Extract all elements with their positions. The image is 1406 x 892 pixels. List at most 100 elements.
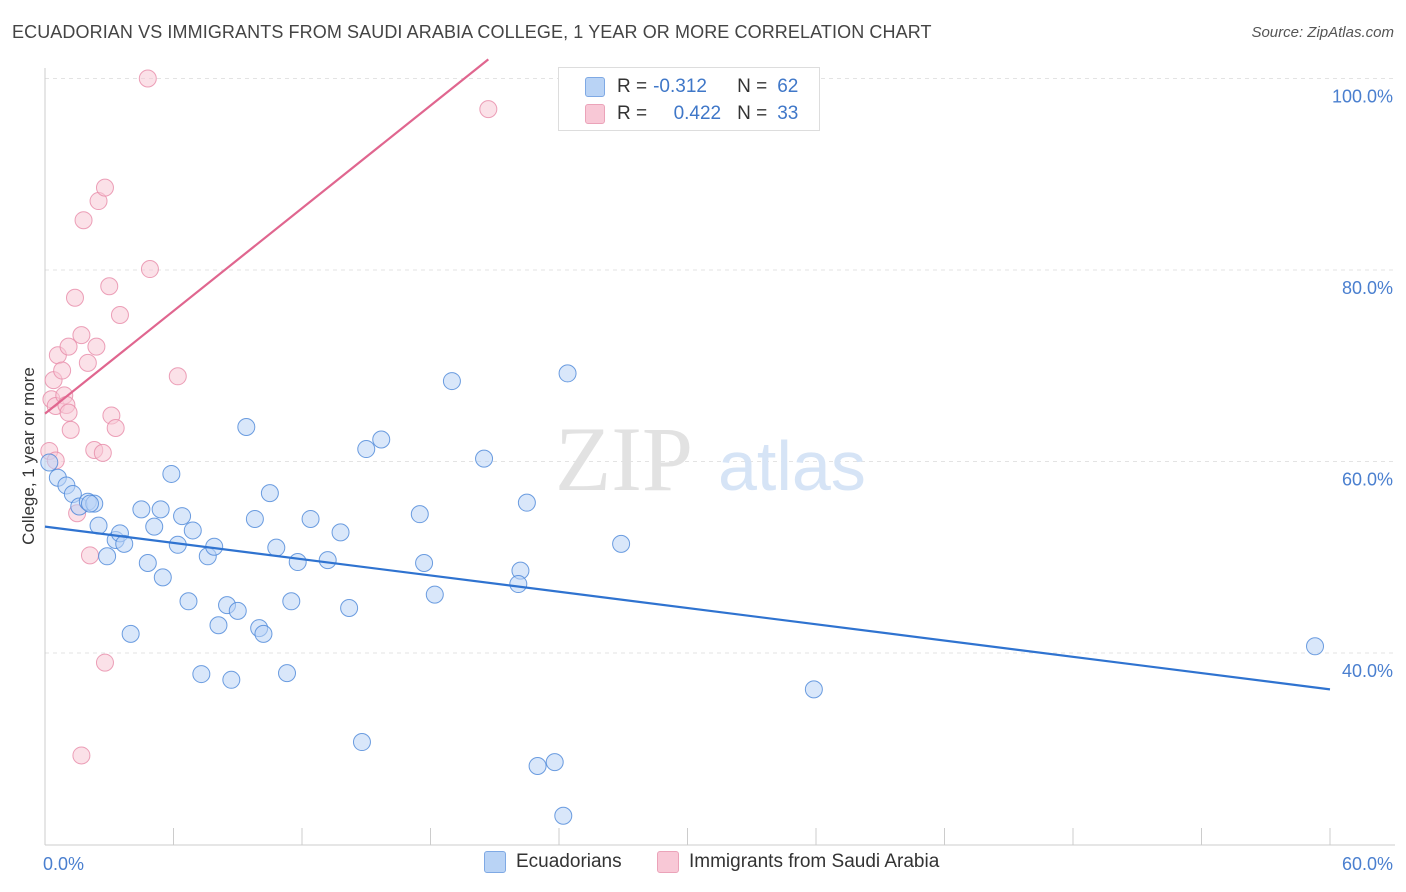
legend-row-ecuadorians: R = -0.312 N = 62 xyxy=(585,74,798,100)
y-tick-label: 40.0% xyxy=(1342,661,1393,681)
legend-n-label: N = xyxy=(737,103,768,124)
data-point-ecuadorian xyxy=(151,500,170,519)
data-point-ecuadorian xyxy=(80,494,99,513)
data-point-saudi xyxy=(65,288,84,307)
data-point-saudi xyxy=(59,403,78,422)
data-point-ecuadorian xyxy=(442,372,461,391)
data-point-saudi xyxy=(80,546,99,565)
data-point-saudi xyxy=(59,337,78,356)
data-point-saudi xyxy=(138,69,157,88)
data-point-saudi xyxy=(479,100,498,119)
x-tick-label: 60.0% xyxy=(1342,854,1393,874)
data-point-ecuadorian xyxy=(331,523,350,542)
tick-labels: 40.0% 60.0% 80.0% 100.0% 0.0% 60.0% xyxy=(43,87,1393,875)
data-point-ecuadorian xyxy=(554,806,573,825)
data-point-ecuadorian xyxy=(222,670,241,689)
series-ecuadorian-points xyxy=(40,364,1325,825)
data-point-saudi xyxy=(53,361,72,380)
data-point-saudi xyxy=(95,653,114,672)
data-point-ecuadorian xyxy=(173,507,192,526)
data-point-ecuadorian xyxy=(245,509,264,528)
data-point-ecuadorian xyxy=(260,484,279,503)
watermark-atlas: atlas xyxy=(718,427,866,505)
data-point-ecuadorian xyxy=(228,601,247,620)
data-point-saudi xyxy=(168,367,187,386)
data-point-ecuadorian xyxy=(162,464,181,483)
data-point-ecuadorian xyxy=(301,509,320,528)
y-tick-label: 60.0% xyxy=(1342,470,1393,490)
data-point-ecuadorian xyxy=(278,664,297,683)
bottom-legend-ecuadorians: Ecuadorians xyxy=(484,851,622,873)
legend-row-saudi: R = 0.422 N = 33 xyxy=(585,101,798,127)
x-tick-label: 0.0% xyxy=(43,854,84,874)
data-point-ecuadorian xyxy=(528,756,547,775)
data-point-ecuadorian xyxy=(372,430,391,449)
data-point-ecuadorian xyxy=(153,568,172,587)
data-point-ecuadorian xyxy=(282,592,301,611)
data-point-ecuadorian xyxy=(517,493,536,512)
bottom-legend-label: Immigrants from Saudi Arabia xyxy=(689,851,940,872)
data-point-saudi xyxy=(72,746,91,765)
data-point-ecuadorian xyxy=(183,521,202,540)
data-point-saudi xyxy=(72,326,91,345)
data-point-ecuadorian xyxy=(237,418,256,437)
data-point-ecuadorian xyxy=(254,624,273,643)
data-point-saudi xyxy=(100,277,119,296)
data-point-saudi xyxy=(95,178,114,197)
legend-r-label: R = xyxy=(617,76,648,97)
data-point-saudi xyxy=(140,260,159,279)
bottom-legend-swatch-blue xyxy=(484,851,506,873)
data-point-ecuadorian xyxy=(138,553,157,572)
data-point-ecuadorian xyxy=(209,616,228,635)
data-point-ecuadorian xyxy=(558,364,577,383)
data-point-ecuadorian xyxy=(145,517,164,536)
data-point-saudi xyxy=(110,306,129,325)
legend-n-value: 62 xyxy=(777,76,799,97)
data-point-saudi xyxy=(87,337,106,356)
data-point-saudi xyxy=(74,211,93,230)
data-point-ecuadorian xyxy=(804,680,823,699)
correlation-legend: R = -0.312 N = 62 R = 0.422 N = 33 xyxy=(558,67,820,131)
watermark: ZIP atlas xyxy=(555,408,866,510)
data-point-ecuadorian xyxy=(179,592,198,611)
data-point-ecuadorian xyxy=(132,500,151,519)
chart-title: ECUADORIAN VS IMMIGRANTS FROM SAUDI ARAB… xyxy=(12,22,932,42)
data-point-ecuadorian xyxy=(340,598,359,617)
y-tick-label: 80.0% xyxy=(1342,278,1393,298)
data-point-ecuadorian xyxy=(410,505,429,524)
data-point-saudi xyxy=(93,443,112,462)
data-point-ecuadorian xyxy=(425,585,444,604)
legend-n-label: N = xyxy=(737,76,768,97)
series-saudi-points xyxy=(40,69,498,765)
trend-line-saudi xyxy=(44,58,490,415)
trend-lines xyxy=(44,58,1331,691)
trend-line-ecuadorian xyxy=(44,525,1331,691)
data-point-ecuadorian xyxy=(318,551,337,570)
bottom-legend-swatch-pink xyxy=(657,851,679,873)
data-point-ecuadorian xyxy=(509,575,528,594)
data-point-saudi xyxy=(61,420,80,439)
data-point-ecuadorian xyxy=(352,733,371,752)
y-tick-label: 100.0% xyxy=(1332,87,1393,107)
data-point-saudi xyxy=(106,418,125,437)
legend-swatch-pink xyxy=(585,104,605,124)
data-point-ecuadorian xyxy=(192,665,211,684)
data-point-ecuadorian xyxy=(415,553,434,572)
watermark-zip: ZIP xyxy=(555,408,693,510)
legend-swatch-blue xyxy=(585,77,605,97)
y-axis-label: College, 1 year or more xyxy=(19,367,38,545)
legend-r-value: 0.422 xyxy=(673,103,722,124)
data-point-ecuadorian xyxy=(612,534,631,553)
data-point-ecuadorian xyxy=(475,449,494,468)
bottom-legend-label: Ecuadorians xyxy=(516,851,622,872)
legend-r-label: R = xyxy=(617,103,648,124)
data-point-ecuadorian xyxy=(357,440,376,459)
data-point-saudi xyxy=(78,353,97,372)
data-point-ecuadorian xyxy=(121,624,140,643)
bottom-legend-saudi: Immigrants from Saudi Arabia xyxy=(657,851,939,873)
data-point-ecuadorian xyxy=(115,534,134,553)
data-point-ecuadorian xyxy=(40,453,59,472)
grid-lines xyxy=(45,78,1395,654)
data-point-ecuadorian xyxy=(545,753,564,772)
